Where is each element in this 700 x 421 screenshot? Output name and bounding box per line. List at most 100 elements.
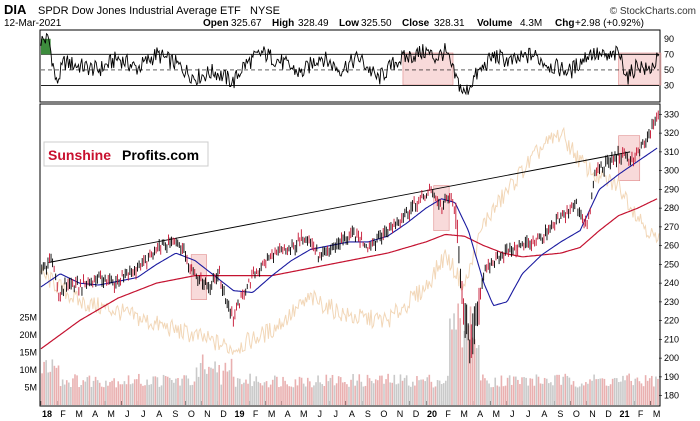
chg-label: Chg: [555, 18, 574, 29]
volume-bar: [461, 347, 464, 405]
price-tick-label: 250: [664, 259, 679, 269]
volume-bar: [385, 379, 387, 405]
highlight-box-0: [190, 254, 207, 300]
volume-bar: [558, 374, 560, 405]
volume-bar: [541, 383, 544, 405]
volume-bar: [366, 374, 369, 405]
volume-bar: [94, 376, 97, 405]
x-tick-label: S: [172, 409, 178, 419]
volume-bar: [323, 385, 326, 405]
volume-bar: [105, 380, 107, 405]
volume-bar: [480, 380, 482, 405]
volume-bar: [72, 378, 74, 405]
volume-bar: [226, 371, 229, 405]
volume-bar: [626, 375, 628, 405]
volume-bar: [527, 385, 529, 405]
volume-bar: [436, 380, 439, 405]
volume-bar: [525, 377, 527, 405]
volume-bar: [381, 375, 383, 405]
volume-bar: [640, 383, 643, 405]
volume-bar: [84, 381, 87, 405]
volume-bar: [556, 374, 558, 405]
x-tick-label: M: [492, 409, 500, 419]
volume-bar: [119, 384, 122, 405]
volume-bar: [300, 377, 303, 405]
volume-tick-label: 5M: [24, 383, 37, 393]
volume-bar: [317, 375, 319, 405]
volume-bar: [43, 361, 45, 405]
volume-bar: [55, 367, 58, 405]
volume-bar: [203, 369, 206, 405]
volume-bar: [550, 382, 552, 405]
volume-bar: [179, 385, 181, 405]
volume-bar: [162, 374, 165, 405]
volume-bar: [68, 382, 70, 405]
volume-bar: [430, 381, 433, 405]
price-tick-label: 310: [664, 147, 679, 157]
volume-bar: [296, 385, 299, 405]
volume-bar: [175, 378, 177, 405]
volume-bar: [642, 386, 645, 405]
volume-bar: [117, 381, 120, 405]
price-tick-label: 180: [664, 391, 679, 401]
volume-bar: [580, 383, 583, 405]
volume-bar: [564, 373, 567, 405]
volume-bar: [405, 375, 408, 405]
volume-bar: [562, 376, 565, 405]
volume-bar: [302, 383, 305, 405]
volume-bar: [358, 374, 361, 405]
volume-bar: [545, 378, 548, 405]
volume-bar: [156, 377, 159, 405]
volume-bar: [486, 380, 488, 405]
volume-bar: [393, 374, 396, 405]
x-tick-label: 20: [427, 409, 437, 419]
volume-bar: [111, 380, 113, 405]
volume-bar: [502, 386, 505, 405]
volume-bar: [65, 380, 68, 405]
volume-bar: [253, 381, 256, 405]
volume-bar: [129, 384, 132, 405]
volume-bar: [319, 382, 321, 405]
price-tick-label: 270: [664, 222, 679, 232]
volume-bar: [488, 383, 490, 405]
volume-bar: [245, 379, 247, 405]
volume-bar: [449, 318, 451, 405]
x-tick-label: F: [638, 409, 644, 419]
volume-bar: [401, 380, 404, 405]
header: DIA SPDR Dow Jones Industrial Average ET…: [4, 2, 696, 29]
volume-bar: [166, 376, 169, 405]
x-tick-label: M: [107, 409, 115, 419]
volume-bar: [492, 387, 494, 405]
volume-bar: [653, 386, 655, 405]
volume-bar: [453, 313, 455, 405]
volume-bar: [70, 386, 72, 405]
volume-bar: [206, 373, 208, 405]
x-tick-label: D: [413, 409, 420, 419]
volume-bar: [599, 378, 602, 405]
volume-bar: [146, 379, 148, 405]
volume-bar: [133, 379, 136, 405]
x-tick-label: J: [317, 409, 322, 419]
volume-bar: [168, 377, 171, 405]
volume-tick-label: 15M: [19, 348, 37, 358]
x-tick-label: F: [60, 409, 66, 419]
volume-bar: [632, 385, 635, 405]
volume-bar: [424, 381, 426, 405]
volume-bar: [325, 374, 328, 405]
volume-bar: [259, 383, 262, 405]
volume-bar: [389, 382, 391, 405]
volume-bar: [304, 386, 307, 405]
volume-bar: [477, 345, 480, 405]
volume-bar: [655, 376, 657, 405]
volume-bar: [638, 381, 641, 405]
volume-bar: [463, 330, 466, 405]
volume-bar: [362, 386, 365, 405]
high-label: High: [272, 18, 294, 29]
volume-bar: [271, 379, 274, 405]
volume-bar: [183, 375, 185, 405]
volume-bar: [61, 379, 64, 405]
volume-bar: [490, 387, 492, 405]
volume-bar: [583, 385, 585, 405]
volume-bar: [587, 383, 589, 405]
